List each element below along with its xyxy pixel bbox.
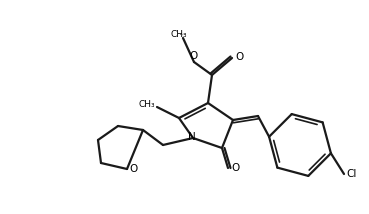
Text: O: O <box>130 164 138 174</box>
Text: Cl: Cl <box>347 169 357 179</box>
Text: O: O <box>235 52 243 62</box>
Text: methoxy: methoxy <box>180 33 186 35</box>
Text: CH₃: CH₃ <box>138 100 155 108</box>
Text: O: O <box>190 51 198 61</box>
Text: O: O <box>231 163 239 173</box>
Text: N: N <box>188 132 196 142</box>
Text: CH₃: CH₃ <box>171 30 187 39</box>
